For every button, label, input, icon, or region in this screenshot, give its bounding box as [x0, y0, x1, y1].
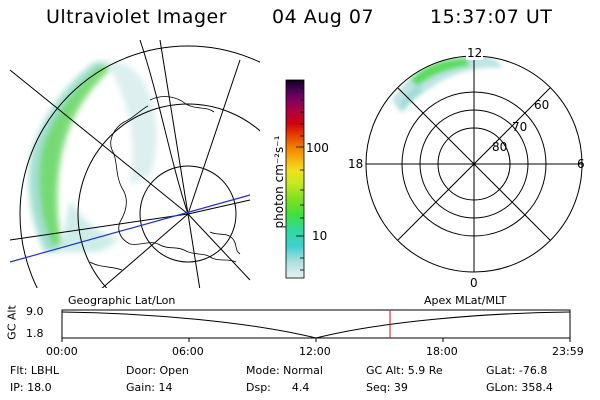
altitude-plot [61, 309, 571, 342]
geographic-caption: Geographic Lat/Lon [68, 294, 176, 307]
altitude-xtick: 06:00 [172, 345, 204, 358]
gc-alt-readout: GC Alt: 5.9 Re [366, 364, 443, 377]
mlat-60-label: 60 [534, 98, 550, 112]
colorbar-unit-label: photon cm⁻²s⁻¹ [272, 135, 286, 229]
mlat-80-label: 80 [492, 140, 508, 154]
filter-readout: Flt: LBHL [10, 364, 59, 377]
geographic-map [9, 39, 260, 288]
mlt-18-label: 18 [348, 157, 364, 171]
polar-caption: Apex MLat/MLT [424, 294, 507, 307]
colorbar-tick-10: 10 [312, 229, 328, 243]
altitude-xtick: 18:00 [426, 345, 458, 358]
colorbar-tick-100: 100 [306, 141, 329, 155]
colorbar [285, 79, 305, 279]
mlt-12-label: 12 [466, 46, 484, 60]
seq-readout: Seq: 39 [366, 381, 408, 394]
altitude-ytick-bottom: 1.8 [26, 327, 44, 340]
instrument-title: Ultraviolet Imager [46, 6, 228, 28]
altitude-ylabel: GC Alt [5, 305, 19, 340]
mlt-6-label: 6 [577, 157, 585, 171]
time-label: 15:37:07 UT [430, 6, 553, 28]
colorbar-ticks [296, 87, 304, 271]
polar-grid [365, 55, 583, 273]
glon-readout: GLon: 358.4 [486, 381, 553, 394]
altitude-xtick: 12:00 [299, 345, 331, 358]
date-label: 04 Aug 07 [272, 6, 375, 28]
altitude-xtick: 23:59 [552, 345, 584, 358]
gain-readout: Gain: 14 [126, 381, 173, 394]
mlt-0-label: 0 [470, 276, 478, 290]
glat-readout: GLat: -76.8 [486, 364, 548, 377]
mlat-70-label: 70 [512, 120, 528, 134]
polar-emission [392, 56, 502, 112]
altitude-xtick: 00:00 [46, 345, 78, 358]
dsp-readout: Dsp: 4.4 [246, 381, 310, 394]
altitude-ytick-top: 9.0 [26, 305, 44, 318]
ip-readout: IP: 18.0 [10, 381, 52, 394]
door-readout: Door: Open [126, 364, 189, 377]
mode-readout: Mode: Normal [246, 364, 323, 377]
